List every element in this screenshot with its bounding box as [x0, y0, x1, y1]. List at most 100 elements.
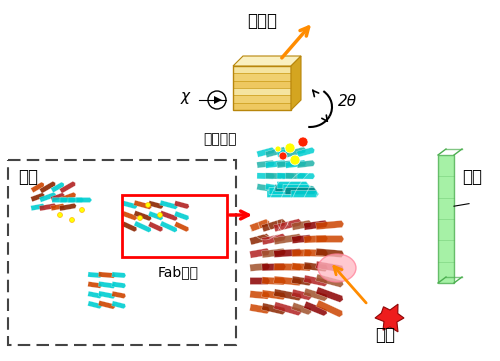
Polygon shape	[68, 197, 84, 203]
Polygon shape	[275, 184, 303, 191]
Polygon shape	[233, 56, 301, 66]
Bar	[233, 66, 291, 110]
Polygon shape	[88, 301, 102, 309]
Circle shape	[70, 217, 74, 222]
Polygon shape	[250, 291, 270, 299]
Bar	[122, 195, 227, 257]
Text: ナノ結晶: ナノ結晶	[203, 132, 236, 146]
Polygon shape	[274, 249, 302, 257]
Polygon shape	[160, 200, 178, 209]
Text: 抗原: 抗原	[375, 326, 395, 344]
Polygon shape	[269, 187, 301, 195]
Polygon shape	[134, 221, 151, 232]
Polygon shape	[174, 211, 189, 221]
Polygon shape	[316, 261, 344, 273]
Polygon shape	[160, 221, 177, 232]
Circle shape	[279, 152, 287, 160]
Polygon shape	[304, 249, 328, 257]
Polygon shape	[59, 203, 76, 211]
Polygon shape	[214, 96, 222, 104]
Polygon shape	[98, 300, 115, 309]
Polygon shape	[76, 197, 92, 203]
Polygon shape	[291, 191, 319, 197]
Polygon shape	[375, 304, 404, 332]
Polygon shape	[304, 288, 328, 301]
Polygon shape	[316, 300, 342, 317]
Polygon shape	[316, 287, 343, 303]
Polygon shape	[256, 184, 275, 192]
Polygon shape	[265, 147, 286, 158]
Bar	[233, 103, 291, 110]
Polygon shape	[262, 263, 286, 271]
Polygon shape	[286, 173, 306, 179]
Circle shape	[290, 155, 300, 165]
Polygon shape	[39, 203, 56, 211]
Polygon shape	[304, 275, 328, 287]
Polygon shape	[256, 160, 275, 168]
Polygon shape	[148, 201, 163, 209]
Polygon shape	[60, 197, 76, 203]
Polygon shape	[50, 204, 65, 211]
Polygon shape	[266, 173, 286, 179]
Polygon shape	[283, 184, 311, 191]
Polygon shape	[256, 147, 274, 157]
Polygon shape	[285, 147, 306, 158]
Polygon shape	[262, 290, 286, 300]
Polygon shape	[52, 197, 68, 203]
Polygon shape	[274, 289, 301, 301]
Polygon shape	[112, 282, 126, 288]
Polygon shape	[285, 187, 317, 195]
Polygon shape	[122, 211, 137, 221]
Polygon shape	[274, 263, 302, 271]
Polygon shape	[250, 234, 270, 245]
Polygon shape	[274, 276, 302, 286]
Polygon shape	[98, 291, 116, 299]
Polygon shape	[134, 210, 152, 221]
Polygon shape	[88, 272, 102, 278]
Polygon shape	[262, 277, 286, 285]
Polygon shape	[59, 192, 76, 202]
Polygon shape	[292, 220, 312, 230]
Polygon shape	[285, 183, 306, 192]
Polygon shape	[112, 301, 126, 309]
Polygon shape	[274, 219, 301, 232]
Polygon shape	[122, 222, 137, 232]
Circle shape	[138, 216, 142, 221]
Polygon shape	[98, 281, 116, 288]
Polygon shape	[316, 235, 344, 243]
Polygon shape	[60, 181, 76, 193]
Circle shape	[298, 137, 308, 147]
Circle shape	[80, 208, 84, 213]
Polygon shape	[276, 160, 295, 168]
Polygon shape	[292, 235, 312, 244]
Polygon shape	[304, 235, 328, 243]
Polygon shape	[292, 289, 312, 300]
Polygon shape	[262, 234, 285, 245]
Polygon shape	[39, 192, 56, 202]
Polygon shape	[98, 272, 116, 278]
Polygon shape	[274, 302, 301, 316]
Polygon shape	[304, 301, 327, 316]
Polygon shape	[276, 147, 294, 157]
Circle shape	[158, 213, 162, 217]
Polygon shape	[250, 304, 270, 314]
Polygon shape	[30, 204, 45, 211]
Polygon shape	[160, 210, 178, 221]
Polygon shape	[304, 262, 328, 272]
Polygon shape	[276, 184, 295, 192]
Bar	[233, 88, 291, 95]
Polygon shape	[292, 303, 312, 315]
Polygon shape	[250, 278, 270, 284]
Bar	[233, 81, 291, 88]
Polygon shape	[316, 248, 344, 257]
Polygon shape	[250, 248, 270, 258]
Polygon shape	[134, 200, 152, 209]
Polygon shape	[112, 272, 126, 278]
Text: χ: χ	[181, 88, 190, 104]
Text: 基板: 基板	[462, 168, 482, 186]
Polygon shape	[277, 182, 309, 188]
Polygon shape	[304, 220, 328, 230]
Text: 放射光: 放射光	[247, 12, 277, 30]
Bar	[8, 160, 236, 345]
Polygon shape	[174, 201, 189, 209]
